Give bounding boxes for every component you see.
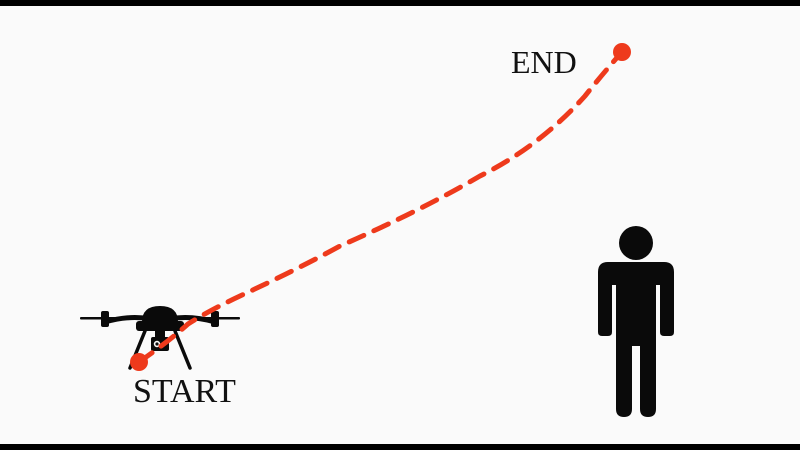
- flight-path-diagram: [80, 43, 674, 417]
- flight-path-line: [136, 49, 625, 365]
- person-icon: [598, 226, 674, 417]
- diagram-canvas: END START: [0, 6, 800, 444]
- drone-icon: [80, 306, 240, 370]
- start-point-marker: [130, 353, 148, 371]
- end-point-marker: [613, 43, 631, 61]
- start-label: START: [133, 373, 236, 410]
- end-label: END: [511, 44, 577, 80]
